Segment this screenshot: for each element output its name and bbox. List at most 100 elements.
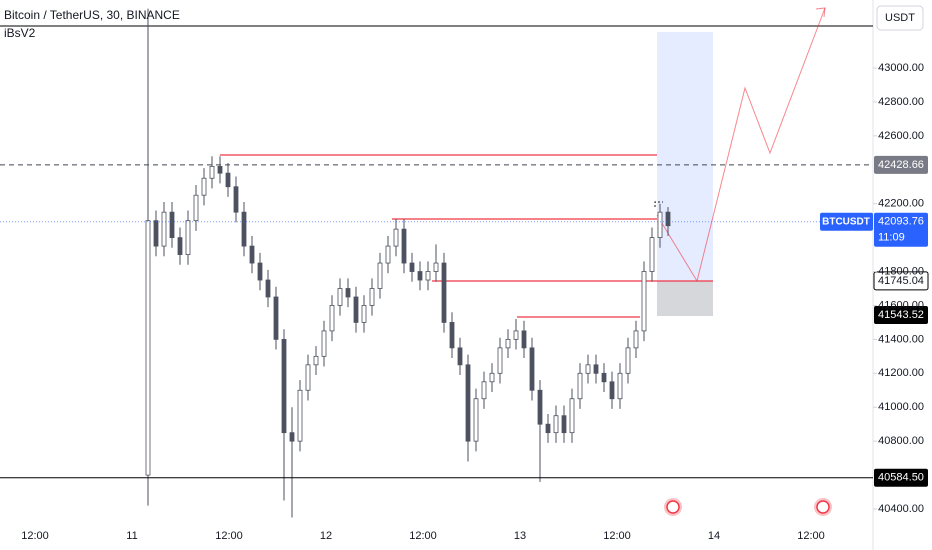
price-tag-label: 42428.66 [878, 159, 924, 171]
candle-body [545, 423, 551, 434]
candle-body [369, 288, 375, 306]
candle-body [441, 262, 447, 323]
candle-body [249, 245, 255, 264]
x-tick-label: 12:00 [21, 530, 49, 542]
candle-body [321, 330, 327, 357]
candle-body [345, 288, 351, 298]
candle-body [241, 211, 247, 247]
y-tick-label: 42600.00 [878, 130, 924, 142]
candle-body [265, 279, 271, 298]
candle-body [177, 237, 183, 255]
price-tag [874, 155, 928, 174]
price-tag-label: 41745.04 [878, 275, 924, 287]
y-tick-label: 42800.00 [878, 96, 924, 108]
candle-body [473, 398, 479, 442]
candle-body [513, 330, 519, 340]
candle-body [641, 271, 647, 332]
candle-body [409, 262, 415, 272]
long-stop-zone [657, 281, 713, 316]
x-tick-label: 12:00 [797, 530, 825, 542]
candle-body [601, 372, 607, 383]
candle-body [393, 228, 399, 247]
candle-body [153, 220, 159, 247]
candle-body [569, 398, 575, 434]
bracket [654, 201, 663, 207]
price-tag-label: 42093.76 [878, 216, 924, 228]
candle-body [449, 322, 455, 349]
candle-body [209, 165, 215, 179]
price-tag-label: 40584.50 [878, 472, 924, 484]
symbol-label: BTCUSDT [822, 216, 870, 227]
y-tick-label: 40800.00 [878, 435, 924, 447]
candle-body [665, 211, 671, 227]
x-tick-label: 12:00 [603, 530, 631, 542]
projection-arrow [815, 7, 826, 18]
y-tick-label: 43000.00 [878, 62, 924, 74]
candle-body [361, 305, 367, 323]
candle-body [233, 186, 239, 213]
x-tick-label: 11 [126, 530, 137, 542]
candle-body [329, 305, 335, 332]
x-tick-label: 13 [514, 530, 526, 542]
candle-body [313, 355, 319, 366]
currency-label[interactable]: USDT [885, 12, 915, 24]
price-tag [874, 468, 928, 487]
candle-body [481, 381, 487, 400]
price-tag [874, 306, 928, 325]
long-target-zone [657, 32, 713, 281]
candle-body [553, 415, 559, 434]
candle-body [609, 381, 615, 400]
x-tick-label: 12 [320, 530, 332, 542]
candle-body [273, 296, 279, 340]
overlay: 42428.66 BTCUSDT 42093.76 11:09 41745.04 4154… [0, 155, 929, 487]
candle-body [585, 364, 591, 374]
candle-body [289, 432, 295, 442]
candle-body [649, 237, 655, 272]
candle-body [465, 364, 471, 442]
candle-body [353, 296, 359, 323]
candle-body [401, 228, 407, 264]
y-tick-label: 41600.00 [878, 299, 924, 311]
candle-body [617, 372, 623, 400]
candle-body [193, 194, 199, 222]
candle-body [225, 172, 231, 188]
x-tick-label: 12:00 [215, 530, 243, 542]
candle-body [217, 165, 223, 174]
chart-title: Bitcoin / TetherUS, 30, BINANCE [4, 8, 180, 22]
y-tick-label: 41800.00 [878, 265, 924, 277]
countdown-label: 11:09 [878, 232, 905, 244]
price-tag [874, 212, 928, 247]
candle-body [257, 262, 263, 281]
candle-body [425, 271, 431, 281]
candle-body [297, 389, 303, 442]
candle-body [657, 211, 663, 239]
candles [145, 8, 671, 518]
currency-button[interactable] [876, 5, 924, 31]
candle-body [505, 338, 511, 349]
candle-body [305, 364, 311, 391]
y-tick-label: 40400.00 [878, 503, 924, 515]
candle-body [561, 415, 567, 434]
candle-body [281, 338, 287, 434]
candle-body [457, 347, 463, 366]
candle-body [337, 288, 343, 306]
y-tick-label: 42200.00 [878, 198, 924, 210]
y-tick-label: 41200.00 [878, 367, 924, 379]
candle-body [633, 330, 639, 349]
candle-body [489, 372, 495, 383]
candle-body [169, 211, 175, 239]
y-tick-label: 41400.00 [878, 333, 924, 345]
candle-body [201, 177, 207, 196]
candle-body [497, 347, 503, 374]
candle-body [433, 262, 439, 272]
candle-body [577, 372, 583, 400]
price-tag-label: 41543.52 [878, 309, 924, 321]
event-icon[interactable] [814, 498, 832, 516]
event-icon[interactable] [664, 498, 682, 516]
indicator-label: iBsV2 [4, 26, 36, 40]
price-tag [873, 271, 929, 291]
symbol-tag [820, 212, 873, 231]
candle-body [521, 330, 527, 349]
